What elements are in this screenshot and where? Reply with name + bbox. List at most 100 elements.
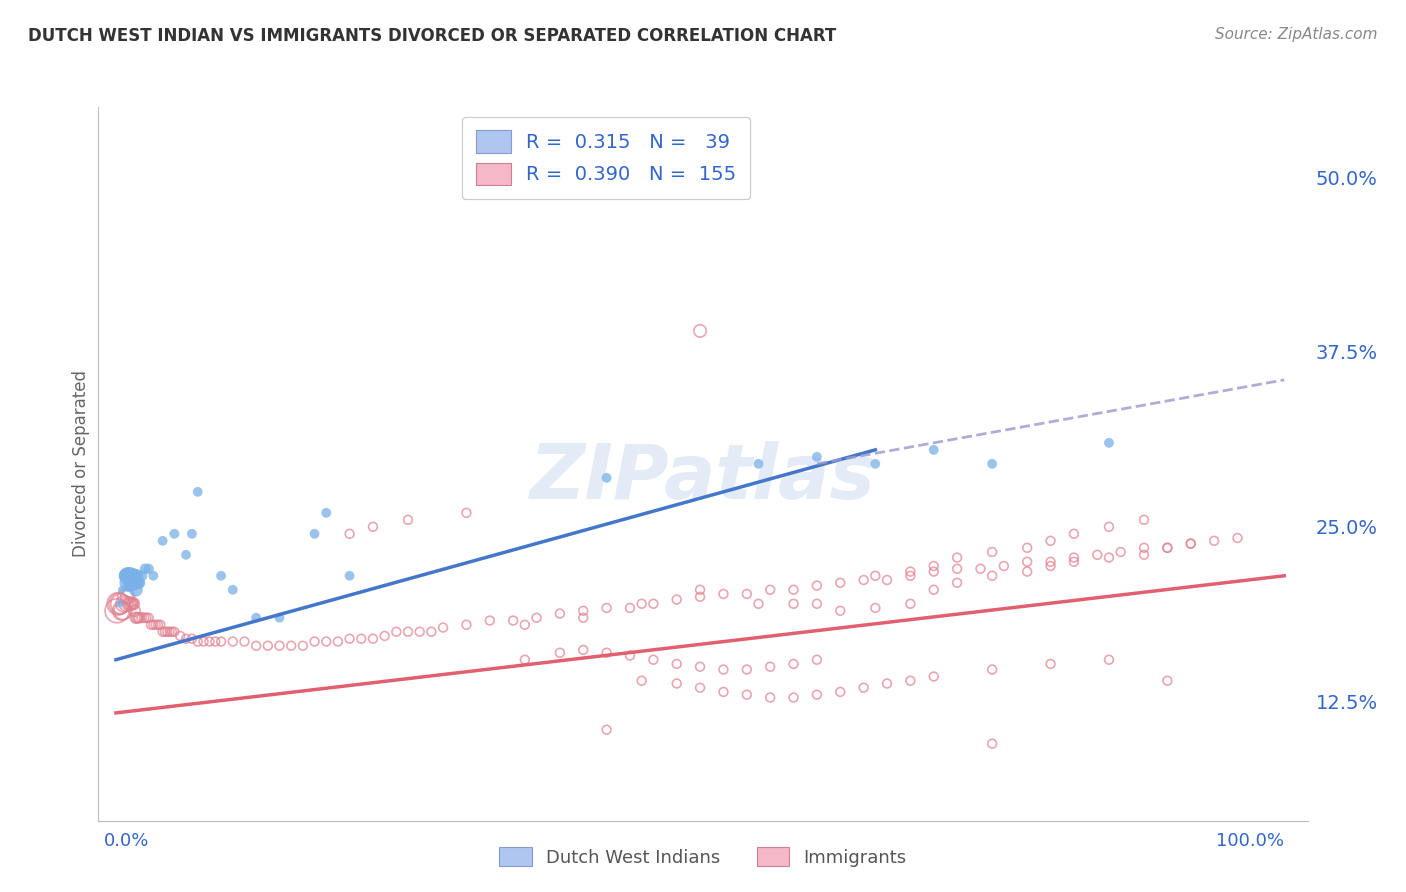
Point (121, 575, 143, 590)
Point (865, 601, 887, 615)
Point (619, 648, 641, 663)
Point (643, 653, 665, 667)
Point (1156, 673, 1178, 688)
Point (572, 611, 595, 625)
Point (759, 690, 782, 705)
Point (1180, 536, 1202, 550)
Point (1109, 545, 1132, 559)
Point (138, 611, 160, 625)
Point (153, 624, 176, 639)
Point (456, 617, 478, 632)
Point (969, 562, 991, 576)
Point (114, 568, 136, 582)
Point (981, 663, 1004, 677)
Point (830, 685, 852, 699)
Point (122, 597, 145, 611)
Point (1156, 541, 1178, 555)
Point (713, 685, 735, 699)
Point (127, 611, 149, 625)
Point (385, 624, 408, 639)
Point (876, 573, 898, 587)
Point (135, 611, 157, 625)
Point (121, 597, 143, 611)
Point (643, 597, 665, 611)
Point (112, 597, 135, 611)
Point (981, 457, 1004, 471)
Point (1085, 548, 1108, 562)
Point (478, 614, 501, 628)
Point (209, 568, 232, 582)
Point (326, 634, 349, 648)
Point (138, 562, 160, 576)
Point (124, 604, 146, 618)
Point (922, 442, 945, 457)
Point (120, 597, 142, 611)
Point (117, 590, 139, 604)
Point (146, 617, 169, 632)
Point (122, 568, 145, 582)
Point (689, 659, 711, 673)
Point (595, 723, 617, 737)
Point (187, 634, 209, 648)
Point (572, 643, 595, 657)
Point (118, 597, 141, 611)
Point (502, 614, 524, 628)
Text: 100.0%: 100.0% (1216, 832, 1284, 850)
Point (513, 653, 536, 667)
Point (118, 568, 141, 582)
Y-axis label: Divorced or Separated: Divorced or Separated (72, 370, 90, 558)
Point (689, 582, 711, 597)
Point (1017, 541, 1039, 555)
Point (180, 526, 202, 541)
Point (361, 632, 384, 646)
Point (222, 582, 245, 597)
Point (946, 575, 969, 590)
Point (156, 624, 179, 639)
Point (149, 617, 172, 632)
Point (111, 582, 134, 597)
Point (315, 634, 337, 648)
Point (759, 659, 782, 673)
Point (713, 587, 735, 601)
Point (432, 621, 454, 635)
Point (747, 597, 769, 611)
Point (396, 624, 419, 639)
Point (922, 669, 945, 683)
Point (572, 604, 595, 618)
Point (209, 634, 232, 648)
Point (139, 617, 162, 632)
Point (1098, 520, 1121, 534)
Point (548, 646, 571, 660)
Point (689, 324, 711, 338)
Point (187, 484, 209, 499)
Point (111, 604, 134, 618)
Point (595, 646, 617, 660)
Point (630, 673, 652, 688)
Point (125, 582, 148, 597)
Point (160, 624, 183, 639)
Point (1180, 536, 1202, 550)
Point (222, 634, 245, 648)
Point (420, 624, 443, 639)
Point (396, 513, 419, 527)
Point (898, 673, 921, 688)
Point (993, 559, 1015, 574)
Point (110, 597, 132, 611)
Point (125, 611, 148, 625)
Point (163, 624, 186, 639)
Point (782, 657, 804, 671)
Point (806, 578, 828, 592)
Point (981, 545, 1004, 559)
Point (1063, 550, 1085, 565)
Point (1156, 541, 1178, 555)
Point (269, 611, 291, 625)
Point (145, 617, 167, 632)
Point (245, 639, 267, 653)
Point (1039, 533, 1062, 548)
Point (204, 634, 226, 648)
Point (124, 575, 146, 590)
Point (174, 632, 197, 646)
Point (131, 568, 153, 582)
Point (806, 688, 828, 702)
Point (595, 471, 617, 485)
